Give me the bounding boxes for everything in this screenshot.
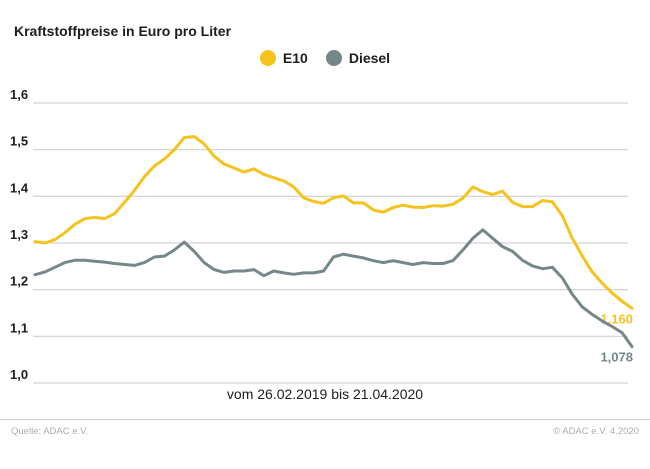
footer: Quelle: ADAC e.V. © ADAC e.V. 4.2020 (0, 420, 650, 437)
e10-swatch-icon (259, 50, 276, 66)
diesel-swatch-icon (325, 50, 342, 66)
copyright-note: © ADAC e.V. 4.2020 (553, 426, 639, 437)
legend-label-e10: E10 (282, 50, 308, 66)
y-tick-label: 1,4 (10, 180, 29, 195)
legend-item-e10: E10 (259, 50, 308, 66)
y-tick-label: 1,6 (10, 87, 28, 102)
y-tick-label: 1,1 (10, 320, 28, 335)
end-value-label-e10: 1,160 (600, 311, 633, 326)
x-axis-caption: vom 26.02.2019 bis 21.04.2020 (226, 386, 424, 402)
legend-item-diesel: Diesel (325, 50, 391, 66)
source-note: Quelle: ADAC e.V. (11, 426, 89, 437)
page-title: Kraftstoffpreise in Euro pro Liter (14, 23, 232, 39)
series-line-diesel (33, 228, 634, 349)
y-tick-label: 1,5 (10, 134, 28, 149)
y-tick-label: 1,2 (10, 274, 28, 289)
end-value-label-diesel: 1,078 (600, 350, 633, 365)
legend-label-diesel: Diesel (348, 50, 391, 66)
footer-divider: Quelle: ADAC e.V. © ADAC e.V. 4.2020 (0, 419, 650, 437)
y-tick-label: 1,3 (10, 227, 28, 242)
legend: E10 Diesel (0, 50, 650, 66)
y-tick-label: 1,0 (10, 367, 28, 382)
series-line-e10 (33, 135, 634, 310)
